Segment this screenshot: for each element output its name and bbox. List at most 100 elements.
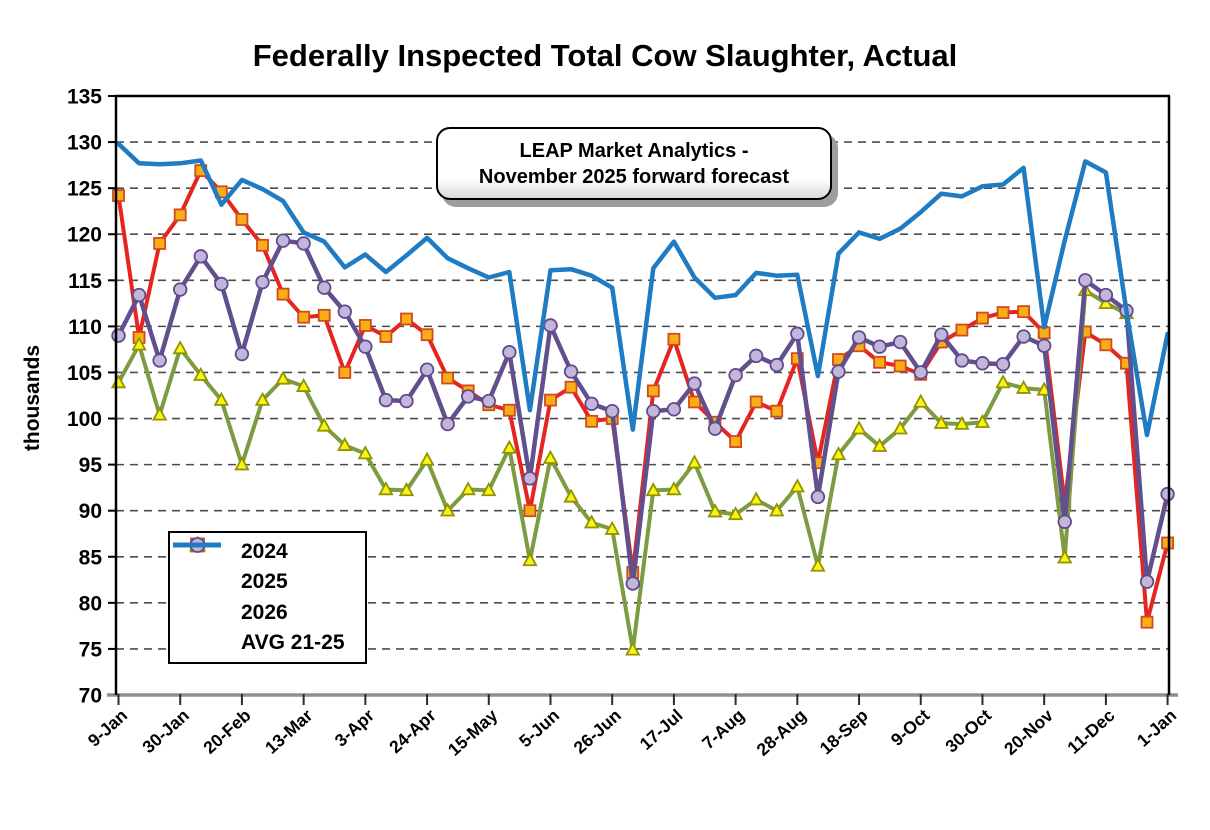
circle-marker (934, 327, 949, 342)
circle-marker (111, 328, 126, 343)
square-marker (1017, 305, 1031, 319)
square-marker (297, 310, 311, 324)
triangle-marker (193, 366, 209, 381)
triangle-marker (151, 406, 168, 421)
circle-marker (234, 346, 250, 362)
triangle-marker (172, 340, 188, 355)
y-tick-label: 135 (67, 86, 102, 109)
triangle-marker (460, 481, 476, 496)
y-tick-label: 80 (79, 592, 102, 615)
square-marker (1099, 338, 1113, 352)
square-marker (564, 380, 578, 394)
triangle-marker (1057, 549, 1073, 564)
circle-marker (255, 274, 270, 290)
circle-marker (1016, 329, 1031, 344)
circle-marker (378, 392, 394, 408)
y-tick-label: 100 (67, 408, 102, 431)
triangle-marker (748, 491, 764, 506)
square-marker (585, 414, 599, 428)
triangle-marker (378, 481, 394, 496)
square-marker (338, 366, 352, 379)
square-marker (955, 323, 969, 337)
triangle-marker (707, 503, 723, 518)
legend-label-2024: 2024 (241, 540, 288, 564)
series-line (116, 141, 1170, 438)
x-tick-label: 20-Nov (1000, 705, 1057, 759)
square-marker (893, 359, 907, 373)
triangle-marker (995, 374, 1011, 389)
square-marker (112, 189, 125, 202)
x-tick-label: 1-Jan (1133, 705, 1180, 750)
triangle-marker (933, 414, 950, 429)
triangle-marker (439, 502, 456, 517)
triangle-marker (419, 451, 435, 466)
legend-item-2025: 2025 (173, 535, 365, 596)
triangle-marker (213, 391, 230, 406)
square-marker (276, 287, 290, 301)
legend: 2024 2025 2026 AVG 21-25 (168, 531, 367, 664)
y-tick-label: 90 (79, 500, 102, 523)
circle-marker (152, 353, 167, 368)
triangle-marker (131, 336, 147, 351)
square-marker (688, 395, 701, 409)
triangle-marker (810, 557, 826, 572)
series-2025 (110, 282, 1135, 656)
square-marker (749, 395, 763, 409)
plot-frame (114, 94, 1171, 695)
x-tick-label: 3-Apr (331, 705, 378, 751)
annotation-line2: November 2025 forward forecast (478, 165, 790, 188)
x-tick-label: 18-Sep (816, 705, 872, 758)
circle-marker (666, 402, 682, 417)
square-marker (1140, 615, 1154, 629)
triangle-marker (563, 488, 579, 503)
square-marker (441, 371, 455, 385)
circle-marker (728, 368, 743, 383)
x-tick-label: 30-Oct (941, 705, 995, 756)
triangle-marker (954, 415, 970, 430)
circle-marker (1139, 574, 1155, 589)
square-marker (153, 237, 167, 250)
series-2026 (111, 233, 1175, 591)
x-tick-label: 28-Aug (753, 705, 810, 760)
triangle-marker (501, 439, 518, 454)
square-marker (976, 311, 989, 325)
circle-marker (810, 489, 826, 505)
y-tick-label: 110 (68, 316, 102, 339)
square-marker (770, 404, 784, 418)
circle-marker (296, 236, 311, 251)
x-tick-label: 30-Jan (138, 705, 193, 757)
circle-marker (502, 344, 517, 360)
triangle-marker (913, 393, 929, 408)
x-tick-label: 9-Oct (887, 705, 934, 750)
circle-marker (625, 576, 640, 591)
square-marker (646, 384, 660, 398)
triangle-marker (295, 377, 312, 392)
y-tick-label: 120 (67, 224, 102, 247)
circle-marker (831, 364, 846, 379)
y-axis: 70 75 80 85 90 95 100 105 110 115 120 125 130 135 (67, 86, 116, 708)
circle-marker (913, 365, 928, 380)
chart-title: Federally Inspected Total Cow Slaughter,… (252, 38, 958, 73)
triangle-marker (789, 478, 806, 493)
triangle-marker (851, 420, 867, 435)
circle-marker (584, 396, 599, 411)
square-marker (235, 213, 249, 226)
square-marker (173, 208, 187, 222)
legend-label-2025: 2025 (241, 570, 288, 594)
triangle-marker (398, 482, 415, 497)
circle-marker (317, 280, 332, 295)
circle-marker (707, 421, 723, 436)
square-marker (729, 435, 743, 448)
x-tick-label: 13-Mar (261, 705, 316, 758)
circle-marker (440, 416, 455, 432)
square-marker (317, 308, 331, 322)
circle-marker (337, 304, 352, 319)
x-tick-label: 9-Jan (84, 705, 131, 750)
circle-marker (399, 393, 414, 409)
triangle-marker (830, 446, 847, 461)
triangle-marker (542, 449, 559, 464)
legend-label-2026: 2026 (241, 600, 288, 624)
triangle-marker (234, 456, 250, 471)
triangle-marker (275, 370, 291, 385)
